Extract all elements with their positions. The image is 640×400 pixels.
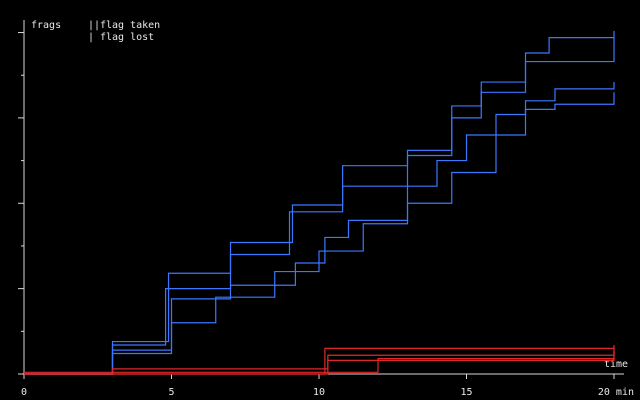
series-line <box>24 37 615 375</box>
y-axis-label: frags <box>31 20 61 31</box>
legend-label: flag lost <box>100 32 154 43</box>
series-line <box>24 92 615 375</box>
x-tick-label: 15 <box>460 387 472 398</box>
x-tick-label: 20 min <box>598 387 634 398</box>
legend-symbol: || <box>88 20 100 31</box>
x-tick-label: 5 <box>168 387 174 398</box>
x-tick-label: 0 <box>21 387 27 398</box>
legend-symbol: | <box>88 32 94 43</box>
legend-label: flag taken <box>100 20 160 31</box>
series-line <box>24 350 615 373</box>
x-tick-label: 10 <box>313 387 325 398</box>
x-axis-label: time <box>604 359 628 370</box>
